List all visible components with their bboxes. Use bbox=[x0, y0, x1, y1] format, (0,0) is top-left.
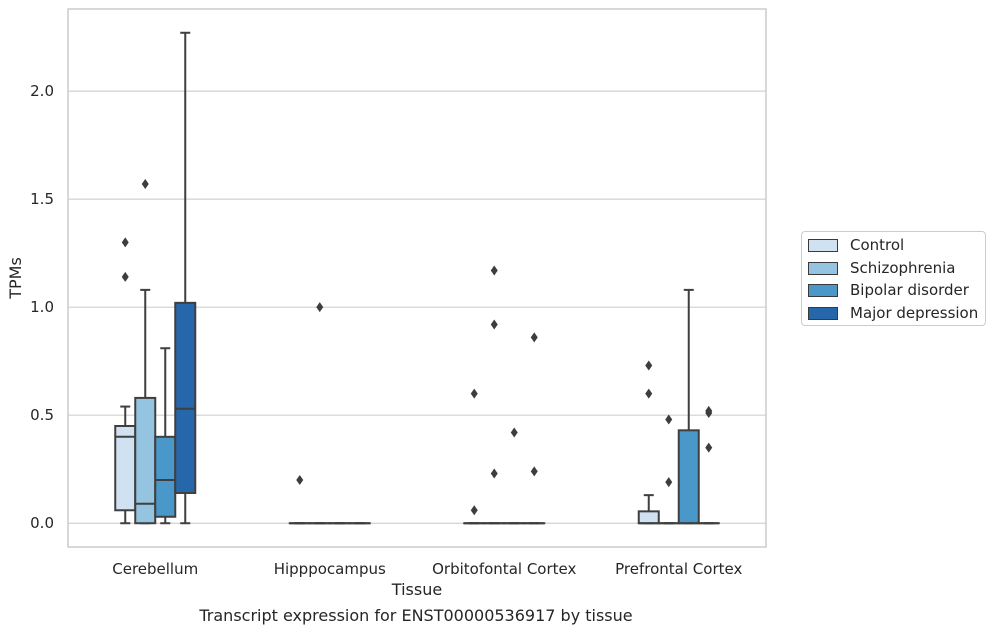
outlier-point bbox=[645, 388, 653, 399]
legend-item-schizophrenia: Schizophrenia bbox=[808, 258, 955, 278]
legend-swatch-major-depression bbox=[808, 306, 838, 320]
outlier-point bbox=[530, 466, 538, 477]
outlier-point bbox=[316, 302, 324, 313]
outlier-point bbox=[510, 427, 518, 438]
outlier-point bbox=[470, 505, 478, 516]
outlier-point bbox=[296, 475, 304, 486]
y-tick-label: 1.5 bbox=[30, 190, 54, 208]
outlier-point bbox=[530, 332, 538, 343]
x-tick-label: Orbitofontal Cortex bbox=[432, 560, 576, 578]
x-tick-label: Cerebellum bbox=[112, 560, 198, 578]
box-0-0 bbox=[114, 237, 137, 525]
outlier-point bbox=[665, 414, 673, 425]
box-body bbox=[114, 425, 137, 512]
legend-swatch-control bbox=[808, 238, 838, 252]
box-3-0 bbox=[174, 31, 197, 525]
box-2-0 bbox=[154, 347, 177, 525]
legend: Control Schizophrenia Bipolar disorder M… bbox=[801, 231, 986, 326]
outlier-point bbox=[645, 360, 653, 371]
outlier-point bbox=[490, 265, 498, 276]
legend-label-control: Control bbox=[850, 236, 905, 254]
box-body bbox=[637, 510, 660, 525]
outlier-point bbox=[470, 388, 478, 399]
y-tick-label: 1.0 bbox=[30, 298, 54, 316]
box-body bbox=[677, 429, 700, 525]
legend-swatch-bipolar-disorder bbox=[808, 283, 838, 297]
box-3-2 bbox=[523, 332, 546, 525]
box-2-3 bbox=[677, 288, 700, 525]
x-tick-label: Hipppocampus bbox=[274, 560, 386, 578]
box-3-3 bbox=[697, 405, 720, 525]
legend-label-bipolar-disorder: Bipolar disorder bbox=[850, 281, 969, 299]
legend-swatch-schizophrenia bbox=[808, 261, 838, 275]
legend-item-bipolar-disorder: Bipolar disorder bbox=[808, 280, 969, 300]
y-axis-label: TPMs bbox=[6, 257, 25, 300]
legend-item-control: Control bbox=[808, 235, 904, 255]
legend-label-major-depression: Major depression bbox=[850, 304, 979, 322]
outlier-point bbox=[705, 405, 713, 416]
outlier-point bbox=[121, 237, 129, 248]
legend-label-schizophrenia: Schizophrenia bbox=[850, 259, 956, 277]
outlier-point bbox=[141, 179, 149, 190]
outlier-point bbox=[490, 468, 498, 479]
legend-item-major-depression: Major depression bbox=[808, 303, 978, 323]
y-tick-label: 2.0 bbox=[30, 82, 54, 100]
x-axis-label: Tissue bbox=[391, 580, 442, 599]
x-tick-label: Prefrontal Cortex bbox=[615, 560, 742, 578]
outlier-point bbox=[705, 442, 713, 453]
y-tick-label: 0.0 bbox=[30, 514, 54, 532]
box-0-3 bbox=[637, 360, 660, 525]
box-body bbox=[154, 435, 177, 518]
y-tick-label: 0.5 bbox=[30, 406, 54, 424]
box-0-2 bbox=[463, 388, 486, 525]
outlier-point bbox=[665, 477, 673, 488]
box-body bbox=[174, 301, 197, 494]
plot-frame bbox=[67, 8, 767, 548]
outlier-point bbox=[490, 319, 498, 330]
outlier-point bbox=[121, 271, 129, 282]
figure-caption: Transcript expression for ENST0000053691… bbox=[199, 606, 633, 625]
